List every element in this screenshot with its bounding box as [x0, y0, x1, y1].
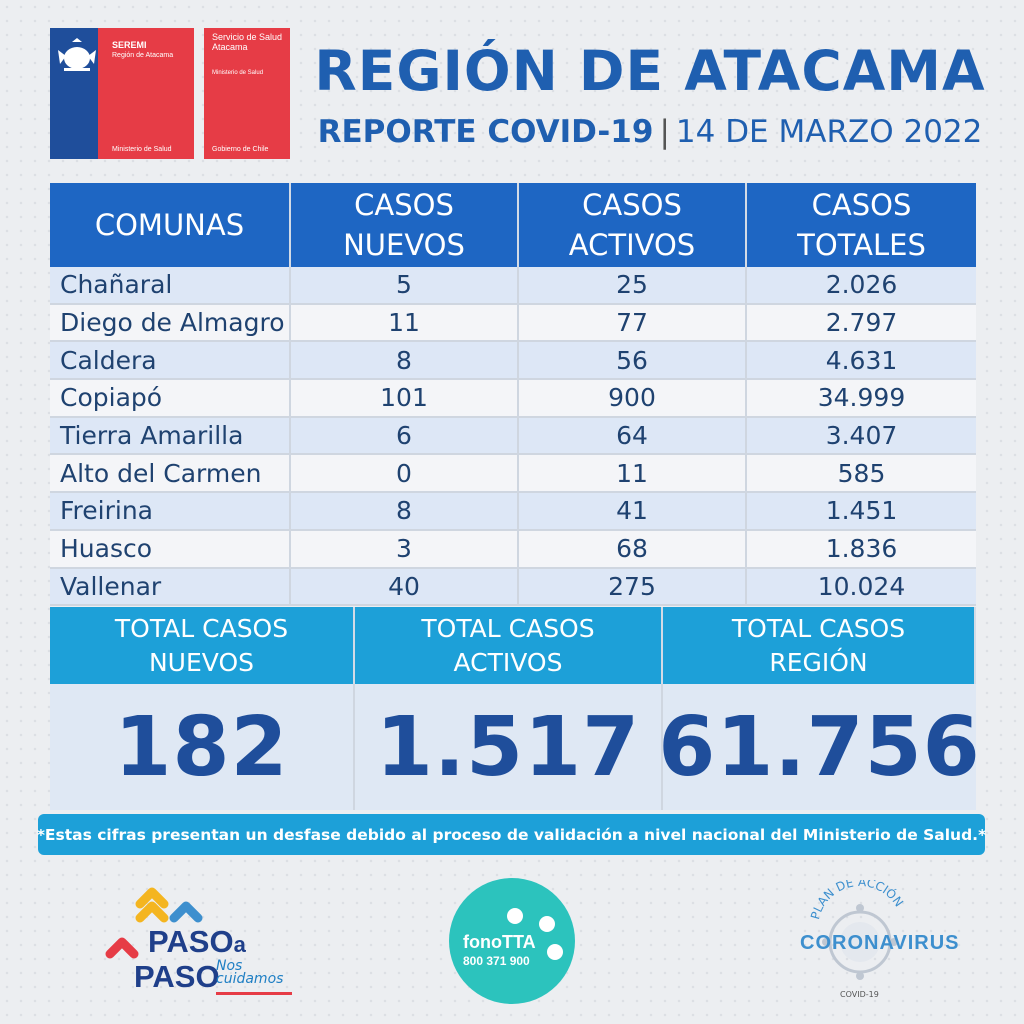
- report-date: 14 DE MARZO 2022: [675, 114, 983, 150]
- totals-header: TOTAL CASOS NUEVOS TOTAL CASOS ACTIVOS T…: [50, 607, 976, 684]
- seremi-logo-red-panel: [98, 28, 194, 159]
- total-nuevos-label: TOTAL CASOS NUEVOS: [50, 607, 355, 684]
- cell-comuna: Copiapó: [50, 380, 291, 416]
- paso-tagline: Nos cuidamos: [216, 958, 284, 987]
- cell-casos-nuevos: 3: [291, 530, 519, 567]
- page-subtitle: REPORTE COVID-19 | 14 DE MARZO 2022: [300, 112, 1000, 152]
- cell-casos-nuevos: 8: [291, 493, 519, 529]
- paso-line1: PASO: [148, 924, 234, 959]
- cell-comuna: Vallenar: [50, 568, 291, 605]
- cell-comuna: Diego de Almagro: [50, 304, 291, 341]
- seremi-footer: Ministerio de Salud: [112, 146, 172, 153]
- phone-icon: [507, 908, 523, 924]
- hospital-icon: [547, 944, 563, 960]
- table-row: Chañaral 5 25 2.026: [50, 267, 976, 305]
- table-row: Tierra Amarilla 6 64 3.407: [50, 417, 976, 456]
- cell-comuna: Chañaral: [50, 267, 291, 303]
- plan-accion-coronavirus-logo: PLAN DE ACCIÓN CORONAVIRUS COVID-19: [796, 880, 959, 1006]
- paso-nos: Nos: [216, 958, 243, 974]
- cell-casos-totales: 2.797: [825, 308, 898, 338]
- column-header-casos-nuevos: CASOS NUEVOS: [291, 183, 519, 267]
- cell-casos-activos: 275: [519, 568, 747, 605]
- cell-casos-nuevos: 8: [291, 342, 519, 379]
- cell-comuna: Huasco: [50, 530, 291, 567]
- paso-underline: [216, 992, 292, 995]
- column-header-comunas: COMUNAS: [50, 183, 291, 267]
- totals-panel: TOTAL CASOS NUEVOS TOTAL CASOS ACTIVOS T…: [50, 607, 981, 810]
- table-row: Caldera 8 56 4.631: [50, 342, 976, 381]
- paso-chevrons-icon: [105, 887, 203, 959]
- cell-comuna: Caldera: [50, 342, 291, 379]
- cell-casos-activos: 11: [519, 455, 747, 492]
- cell-casos-totales: 1.836: [825, 534, 898, 564]
- totals-values: 182 1.517 61.756: [50, 684, 981, 810]
- paso-cuidamos: cuidamos: [216, 971, 284, 987]
- total-activos-label: TOTAL CASOS ACTIVOS: [355, 607, 663, 684]
- cell-comuna: Tierra Amarilla: [50, 417, 291, 454]
- paso-wordmark: PASOa PASO: [134, 924, 246, 993]
- table-row: Copiapó 101 900 34.999: [50, 380, 976, 418]
- total-nuevos-value: 182: [50, 684, 355, 810]
- cell-casos-activos: 64: [519, 417, 747, 454]
- page-title: REGIÓN DE ATACAMA: [314, 39, 986, 103]
- cell-casos-activos: 68: [519, 530, 747, 567]
- chile-crest-icon: [58, 38, 96, 71]
- chat-icon: [539, 916, 555, 932]
- corona-main: CORONAVIRUS: [800, 932, 960, 954]
- cell-casos-nuevos: 11: [291, 304, 519, 341]
- paso-a-paso-logo: PASOa PASO Nos cuidamos: [104, 882, 294, 997]
- cell-casos-activos: 41: [519, 493, 747, 529]
- column-header-casos-activos: CASOS ACTIVOS: [519, 183, 747, 267]
- cell-casos-activos: 77: [519, 304, 747, 341]
- table-body: Chañaral 5 25 2.026 Diego de Almagro 11 …: [50, 267, 976, 607]
- cell-casos-activos: 25: [519, 267, 747, 303]
- cell-casos-nuevos: 101: [291, 380, 519, 416]
- servicio-title: Servicio de Salud Atacama: [212, 32, 283, 52]
- table-row: Huasco 3 68 1.836: [50, 530, 976, 569]
- cell-casos-totales: 4.631: [825, 345, 898, 375]
- table-row: Diego de Almagro 11 77 2.797: [50, 304, 976, 343]
- cell-casos-totales: 1.451: [825, 496, 898, 526]
- cell-casos-totales: 10.024: [817, 571, 906, 601]
- cell-casos-totales: 585: [837, 458, 886, 488]
- servicio-footer: Gobierno de Chile: [212, 146, 269, 153]
- seremi-logo: SEREMI Región de Atacama Ministerio de S…: [50, 28, 194, 159]
- cell-casos-activos: 900: [519, 380, 747, 416]
- cell-casos-nuevos: 40: [291, 568, 519, 605]
- cell-casos-totales: 3.407: [825, 421, 898, 451]
- virus-icon: PLAN DE ACCIÓN: [808, 880, 906, 980]
- corona-arc-text: PLAN DE ACCIÓN: [808, 880, 906, 921]
- total-activos-value: 1.517: [355, 684, 663, 810]
- table-row: Alto del Carmen 0 11 585: [50, 455, 976, 494]
- comunas-table: COMUNAS CASOS NUEVOS CASOS ACTIVOS CASOS…: [50, 183, 976, 607]
- paso-line2: PASO: [134, 959, 220, 994]
- cell-casos-totales: 2.026: [825, 270, 898, 300]
- table-header: COMUNAS CASOS NUEVOS CASOS ACTIVOS CASOS…: [50, 183, 976, 267]
- cell-casos-nuevos: 5: [291, 267, 519, 303]
- fono-name: fonoTTA: [463, 932, 536, 952]
- column-header-casos-totales: CASOS TOTALES: [797, 188, 926, 262]
- corona-sub: COVID-19: [840, 990, 879, 999]
- fono-phone: 800 371 900: [463, 954, 530, 968]
- table-row: Vallenar 40 275 10.024: [50, 568, 976, 607]
- disclaimer-note: *Estas cifras presentan un desfase debid…: [37, 814, 986, 855]
- fono-tta-logo: fonoTTA 800 371 900: [449, 878, 575, 1004]
- subtitle-separator: |: [659, 114, 670, 150]
- paso-a: a: [233, 932, 246, 957]
- cell-casos-totales: 34.999: [817, 383, 906, 413]
- seremi-subtitle: Región de Atacama: [112, 52, 174, 59]
- cell-casos-nuevos: 6: [291, 417, 519, 454]
- servicio-subtitle: Ministerio de Salud: [212, 70, 264, 76]
- table-row: Freirina 8 41 1.451: [50, 493, 976, 531]
- cell-comuna: Freirina: [50, 493, 291, 529]
- svg-text:PLAN DE ACCIÓN: PLAN DE ACCIÓN: [808, 880, 906, 921]
- servicio-salud-logo: Servicio de Salud Atacama Ministerio de …: [204, 28, 290, 159]
- cell-comuna: Alto del Carmen: [50, 455, 291, 492]
- cell-casos-activos: 56: [519, 342, 747, 379]
- total-region-label: TOTAL CASOS REGIÓN: [663, 607, 976, 684]
- total-region-value: 61.756: [658, 699, 981, 795]
- seremi-title: SEREMI: [112, 40, 147, 50]
- cell-casos-nuevos: 0: [291, 455, 519, 492]
- report-label: REPORTE COVID-19: [317, 114, 654, 150]
